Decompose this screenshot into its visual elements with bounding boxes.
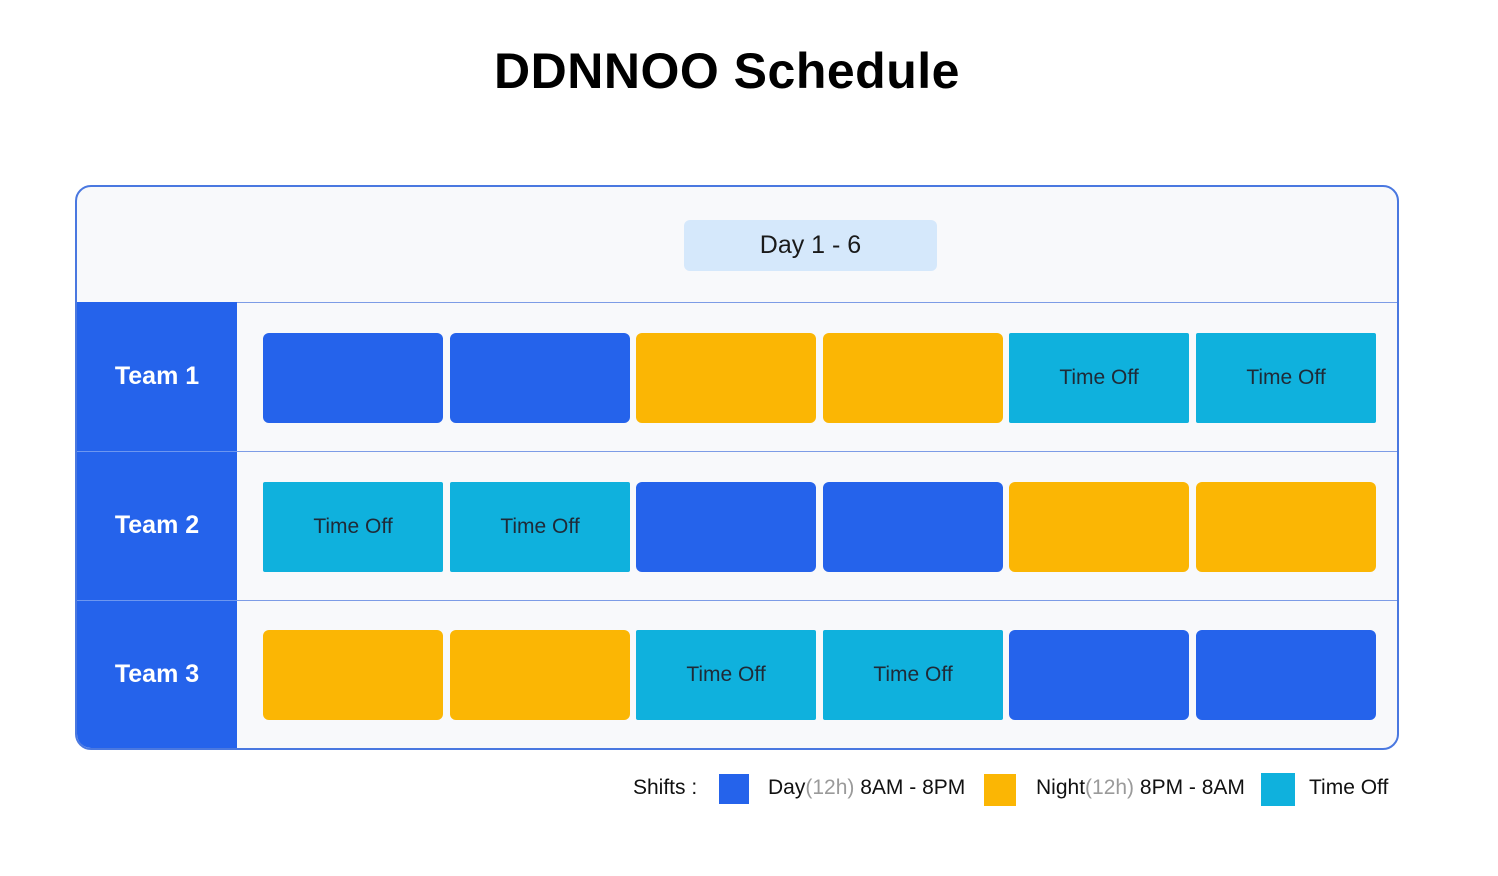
row-divider bbox=[77, 600, 237, 601]
shift-cell-off: Time Off bbox=[1009, 333, 1189, 423]
page-title: DDNNOO Schedule bbox=[494, 43, 960, 99]
shift-cell-night bbox=[823, 333, 1003, 423]
row-divider bbox=[77, 451, 237, 452]
shift-cell-day bbox=[823, 482, 1003, 572]
shift-cell-off: Time Off bbox=[1196, 333, 1376, 423]
shift-cell-day bbox=[263, 333, 443, 423]
legend-night-label: Night(12h) 8PM - 8AM bbox=[1036, 776, 1245, 799]
shift-cell-off: Time Off bbox=[450, 482, 630, 572]
legend-night-swatch bbox=[984, 774, 1016, 806]
legend-off-swatch bbox=[1261, 773, 1295, 806]
schedule-panel: Day 1 - 6 Team 1 Team 2 Team 3 Time Off T… bbox=[75, 185, 1399, 750]
row-divider bbox=[237, 451, 1397, 452]
shift-cell-day bbox=[636, 482, 816, 572]
shift-cell-night bbox=[1009, 482, 1189, 572]
shift-cell-day bbox=[1009, 630, 1189, 720]
shift-cell-day bbox=[1196, 630, 1376, 720]
legend-day-swatch bbox=[719, 774, 749, 804]
period-label: Day 1 - 6 bbox=[684, 220, 937, 271]
team-label-3: Team 3 bbox=[114, 660, 200, 688]
shift-cell-off: Time Off bbox=[636, 630, 816, 720]
team-column: Team 1 Team 2 Team 3 bbox=[77, 302, 237, 748]
shift-cell-off: Time Off bbox=[263, 482, 443, 572]
team-label-2: Team 2 bbox=[114, 511, 200, 539]
schedule-header: Day 1 - 6 bbox=[77, 187, 1397, 303]
legend-day-label: Day(12h) 8AM - 8PM bbox=[768, 776, 966, 799]
shift-cell-day bbox=[450, 333, 630, 423]
shift-cell-night bbox=[450, 630, 630, 720]
shift-cell-off: Time Off bbox=[823, 630, 1003, 720]
shift-cell-night bbox=[636, 333, 816, 423]
shift-cell-night bbox=[263, 630, 443, 720]
team-label-1: Team 1 bbox=[114, 362, 200, 390]
legend-off-label: Time Off bbox=[1309, 776, 1389, 799]
legend-heading: Shifts : bbox=[633, 776, 698, 799]
row-divider bbox=[237, 600, 1397, 601]
shift-cell-night bbox=[1196, 482, 1376, 572]
